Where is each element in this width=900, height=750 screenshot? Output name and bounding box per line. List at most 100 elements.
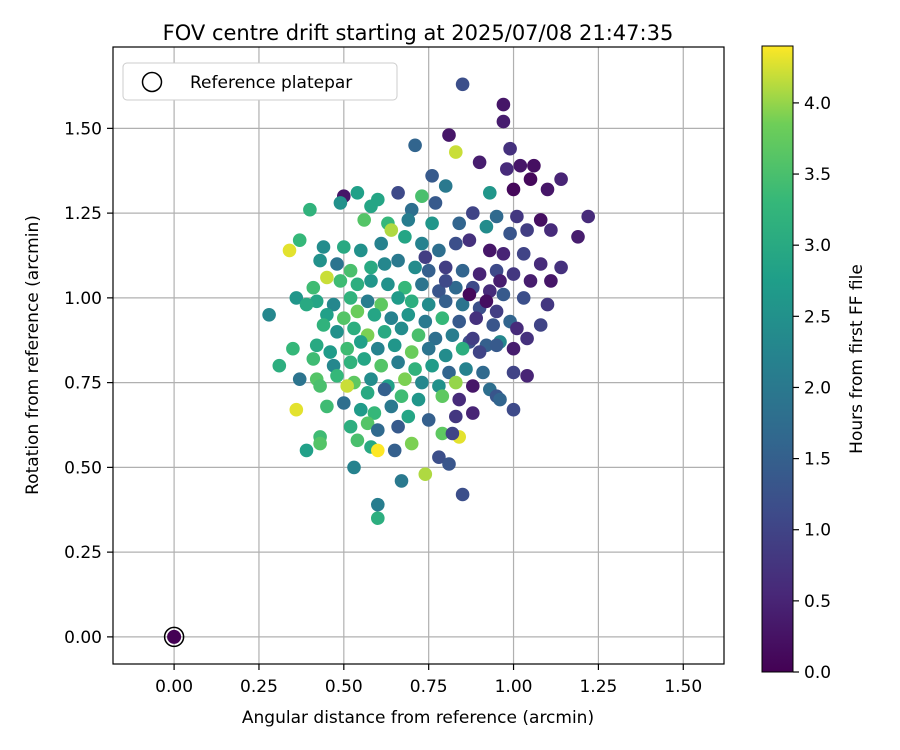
x-tick-label: 0.75 xyxy=(410,677,448,697)
data-point xyxy=(404,294,419,309)
data-point xyxy=(384,223,399,237)
data-point xyxy=(506,365,521,380)
data-point xyxy=(381,277,395,292)
colorbar-gradient xyxy=(761,45,794,673)
data-point xyxy=(343,263,358,278)
data-point xyxy=(391,186,405,200)
data-point xyxy=(391,419,405,434)
x-axis-ticks: 0.00 0.25 0.50 0.75 1.00 1.25 1.50 xyxy=(155,664,702,697)
data-point xyxy=(438,274,453,288)
data-point xyxy=(320,399,334,414)
data-point xyxy=(337,311,351,326)
data-point xyxy=(343,419,358,434)
data-point xyxy=(371,423,385,437)
data-point xyxy=(496,287,511,302)
data-point xyxy=(374,236,389,251)
data-point xyxy=(306,352,321,366)
data-point xyxy=(493,274,507,288)
data-point xyxy=(333,274,348,288)
data-point xyxy=(432,450,446,465)
data-point xyxy=(479,219,494,234)
data-point xyxy=(333,196,348,210)
data-point xyxy=(506,402,521,417)
legend-box xyxy=(122,62,398,101)
data-point xyxy=(520,331,534,346)
data-point xyxy=(449,375,463,390)
data-point xyxy=(391,355,405,370)
data-point xyxy=(377,257,392,271)
data-point xyxy=(313,436,327,451)
data-point xyxy=(347,460,361,475)
data-point xyxy=(415,189,429,203)
data-point xyxy=(347,321,361,336)
data-point xyxy=(449,145,463,159)
data-point xyxy=(496,114,511,129)
data-point xyxy=(479,294,494,309)
data-point xyxy=(418,467,433,482)
data-point xyxy=(350,304,365,319)
data-point xyxy=(435,389,450,404)
data-point xyxy=(408,138,422,153)
data-point xyxy=(540,182,555,197)
data-point xyxy=(404,436,419,451)
data-point xyxy=(418,314,433,329)
data-point xyxy=(364,274,378,288)
y-axis-label: Rotation from reference (arcmin) xyxy=(23,215,43,495)
data-point xyxy=(340,379,355,393)
colorbar: 0.0 0.5 1.0 1.5 2.0 2.5 3.0 3.5 4.0 Hours from f… xyxy=(761,45,867,683)
data-point xyxy=(292,233,307,247)
data-point xyxy=(374,358,389,373)
data-point xyxy=(472,345,487,359)
data-point xyxy=(438,348,453,363)
data-point xyxy=(455,487,470,502)
data-point xyxy=(421,263,436,278)
data-point xyxy=(377,382,392,397)
data-point xyxy=(401,308,416,322)
reference-point-ring xyxy=(163,626,185,648)
data-point xyxy=(506,182,521,197)
data-point xyxy=(483,243,497,258)
data-point xyxy=(364,260,378,275)
data-point xyxy=(360,416,375,431)
data-point xyxy=(354,243,368,258)
data-point xyxy=(272,358,287,373)
data-point xyxy=(428,196,443,210)
data-point xyxy=(421,297,436,312)
x-axis-label: Angular distance from reference (arcmin) xyxy=(242,708,594,728)
data-points xyxy=(262,77,595,525)
data-point xyxy=(455,341,470,356)
colorbar-tick-label: 2.5 xyxy=(804,307,831,327)
data-point xyxy=(438,294,453,309)
data-point xyxy=(306,280,321,295)
y-tick-label: 1.50 xyxy=(64,119,102,139)
data-point xyxy=(398,230,412,244)
data-point xyxy=(313,379,327,393)
data-point xyxy=(394,389,409,404)
x-tick-label: 1.25 xyxy=(579,677,617,697)
data-point xyxy=(394,474,409,488)
data-point xyxy=(377,325,392,339)
data-point xyxy=(455,263,470,278)
data-point xyxy=(449,409,463,424)
y-tick-label: 0.50 xyxy=(64,458,102,478)
x-tick-label: 0.00 xyxy=(155,677,193,697)
data-point xyxy=(516,247,531,261)
data-point xyxy=(445,426,460,441)
data-point xyxy=(455,297,470,312)
data-point xyxy=(500,162,514,176)
data-point xyxy=(483,186,497,200)
data-point xyxy=(292,372,307,387)
data-point xyxy=(337,240,351,254)
data-point xyxy=(533,318,548,332)
data-point xyxy=(282,243,297,258)
data-point xyxy=(469,311,484,326)
data-point xyxy=(489,338,504,353)
data-point xyxy=(360,294,375,309)
data-point xyxy=(357,213,372,227)
data-point xyxy=(452,392,467,407)
data-point xyxy=(476,365,490,380)
data-point xyxy=(340,341,355,356)
y-tick-label: 1.00 xyxy=(64,289,102,309)
x-tick-label: 0.25 xyxy=(240,677,278,697)
data-point xyxy=(421,341,436,356)
